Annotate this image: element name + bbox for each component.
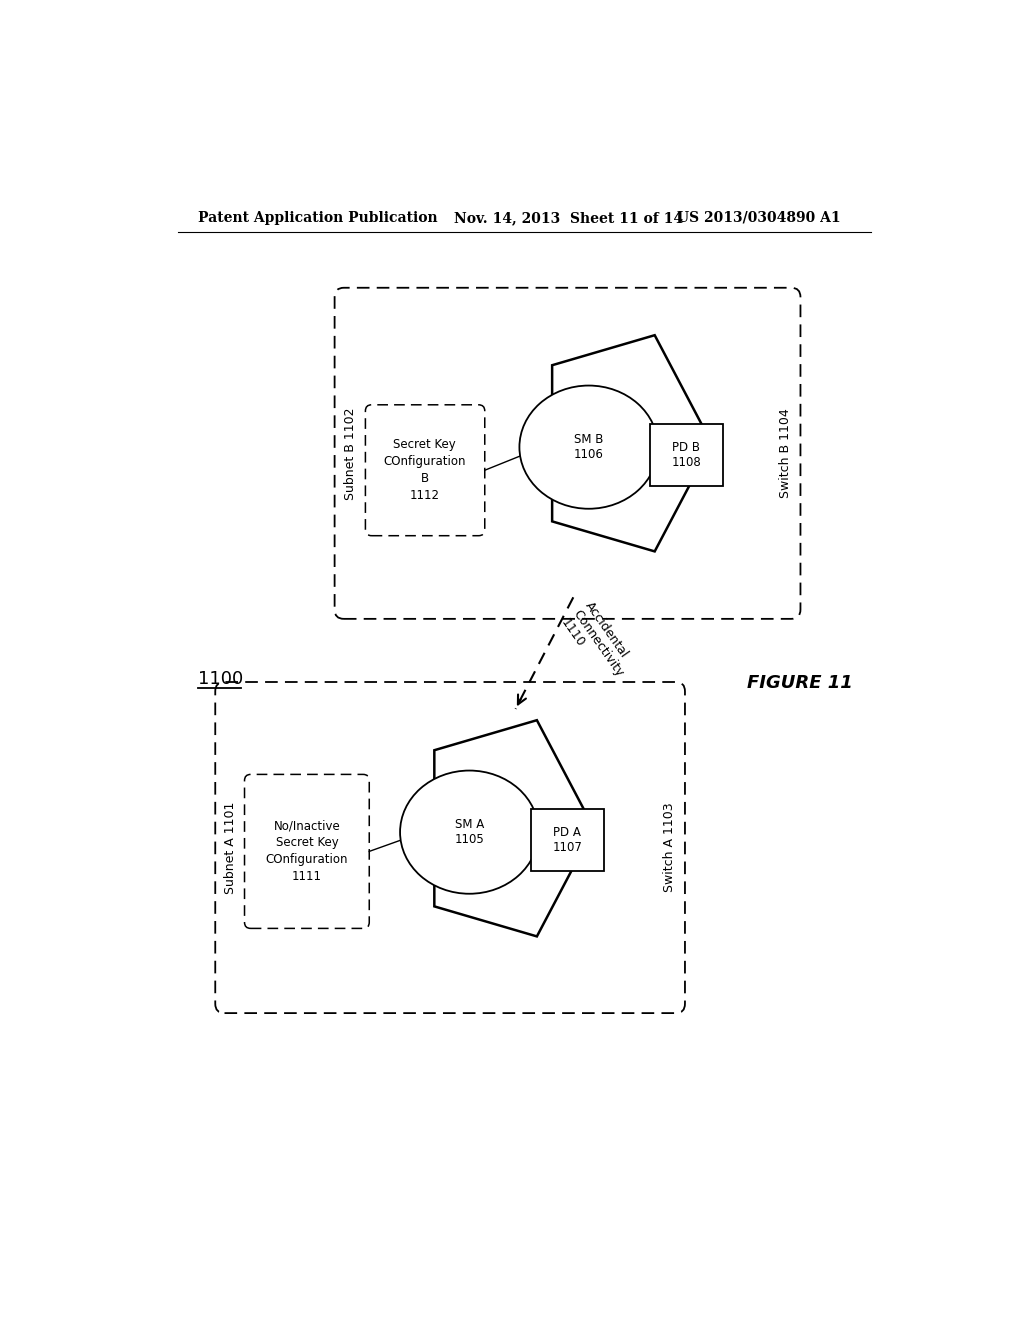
Text: PD B
1108: PD B 1108 [672, 441, 701, 469]
Text: Accidental
Connectivity
1110: Accidental Connectivity 1110 [558, 599, 638, 688]
Text: US 2013/0304890 A1: US 2013/0304890 A1 [677, 211, 841, 224]
Text: Secret Key
COnfiguration
B
1112: Secret Key COnfiguration B 1112 [383, 438, 466, 502]
Ellipse shape [519, 385, 658, 508]
Text: Patent Application Publication: Patent Application Publication [199, 211, 438, 224]
Text: Switch A 1103: Switch A 1103 [664, 803, 676, 892]
Text: 1100: 1100 [199, 671, 244, 688]
Text: Nov. 14, 2013  Sheet 11 of 14: Nov. 14, 2013 Sheet 11 of 14 [454, 211, 683, 224]
Text: No/Inactive
Secret Key
COnfiguration
1111: No/Inactive Secret Key COnfiguration 111… [265, 820, 348, 883]
Text: Switch B 1104: Switch B 1104 [778, 408, 792, 498]
Bar [650, 424, 724, 486]
Text: FIGURE 11: FIGURE 11 [746, 675, 852, 692]
Polygon shape [552, 335, 712, 552]
Text: SM B
1106: SM B 1106 [573, 433, 603, 461]
Text: SM A
1105: SM A 1105 [455, 818, 484, 846]
Text: Subnet A 1101: Subnet A 1101 [224, 801, 238, 894]
Bar [531, 809, 604, 871]
Text: Subnet B 1102: Subnet B 1102 [343, 407, 356, 499]
Text: PD A
1107: PD A 1107 [552, 826, 582, 854]
Polygon shape [434, 721, 594, 936]
Ellipse shape [400, 771, 539, 894]
